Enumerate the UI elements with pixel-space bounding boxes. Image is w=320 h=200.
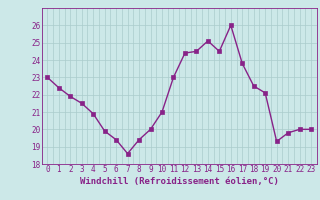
X-axis label: Windchill (Refroidissement éolien,°C): Windchill (Refroidissement éolien,°C) xyxy=(80,177,279,186)
